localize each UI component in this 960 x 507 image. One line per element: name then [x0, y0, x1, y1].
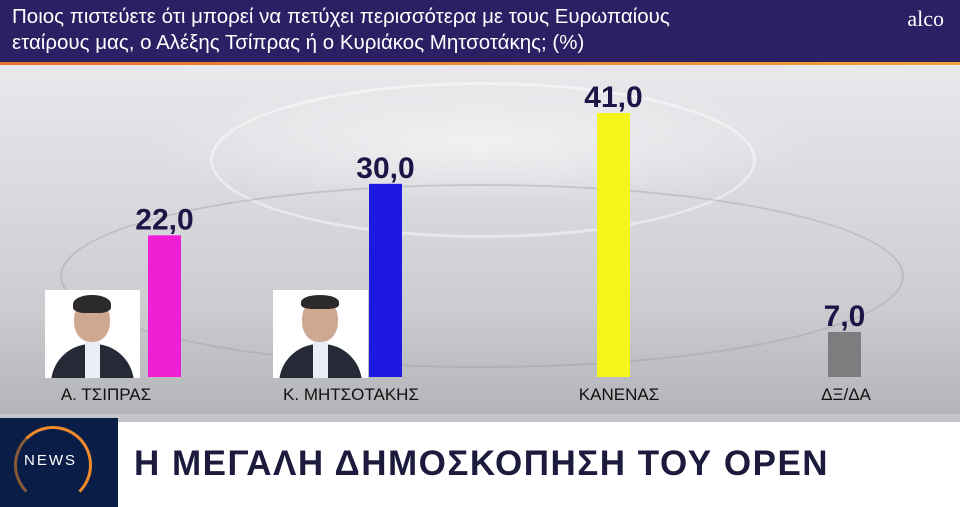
category-label-2: Κ. ΜΗΤΣΟΤΑΚΗΣ [283, 385, 419, 404]
header-accent-line [0, 62, 960, 65]
portrait-mitsotakis-icon [273, 290, 368, 378]
bar-1 [148, 235, 181, 377]
footer-title-bar: Η ΜΕΓΑΛΗ ΔΗΜΟΣΚΟΠΗΣΗ ΤΟΥ OPEN [118, 422, 960, 507]
background-table-ring [60, 184, 904, 368]
footer-title: Η ΜΕΓΑΛΗ ΔΗΜΟΣΚΟΠΗΣΗ ΤΟΥ OPEN [134, 444, 830, 483]
question-header: Ποιος πιστεύετε ότι μπορεί να πετύχει πε… [0, 0, 960, 62]
category-label-3: ΚΑΝΕΝΑΣ [579, 385, 659, 404]
value-label-3: 41,0 [584, 81, 642, 114]
category-label-1: Α. ΤΣΙΠΡΑΣ [61, 385, 151, 404]
bar-4 [828, 331, 861, 377]
logo-news-text: NEWS [24, 452, 77, 469]
question-line-1: Ποιος πιστεύετε ότι μπορεί να πετύχει πε… [12, 5, 670, 28]
bar-2 [369, 183, 402, 377]
value-label-4: 7,0 [824, 300, 866, 333]
portrait-tsipras-icon [45, 290, 140, 378]
open-news-logo: NEWS [0, 418, 118, 507]
pollster-logo: alco [907, 6, 944, 31]
value-label-2: 30,0 [356, 152, 414, 185]
logo-arc-icon [14, 426, 92, 504]
question-line-2: εταίρους μας, ο Αλέξης Τσίπρας ή ο Κυριά… [12, 31, 585, 54]
category-label-4: ΔΞ/ΔΑ [821, 385, 871, 404]
footer-banner: NEWS Η ΜΕΓΑΛΗ ΔΗΜΟΣΚΟΠΗΣΗ ΤΟΥ OPEN [0, 418, 960, 507]
value-label-1: 22,0 [135, 203, 193, 236]
bar-3 [597, 113, 630, 377]
